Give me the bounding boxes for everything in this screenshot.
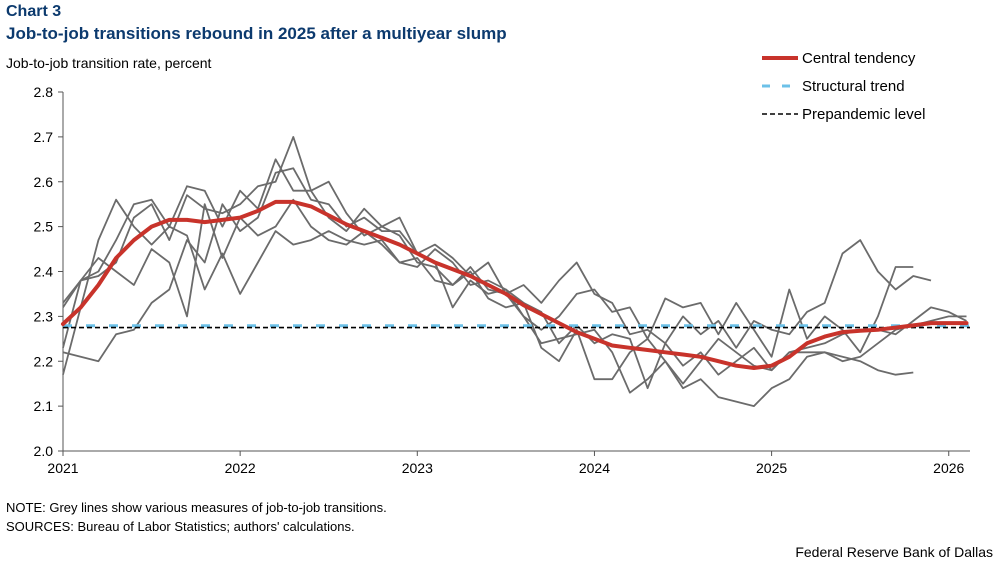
chart-title: Job-to-job transitions rebound in 2025 a… — [6, 24, 507, 43]
x-tick-label: 2025 — [756, 460, 787, 476]
y-tick-label: 2.1 — [34, 398, 54, 414]
chart-number: Chart 3 — [6, 3, 62, 20]
y-tick-label: 2.7 — [34, 129, 54, 145]
y-tick-label: 2.4 — [34, 264, 54, 280]
publisher-credit: Federal Reserve Bank of Dallas — [795, 544, 993, 560]
x-tick-label: 2024 — [579, 460, 610, 476]
x-tick-label: 2023 — [402, 460, 433, 476]
y-tick-label: 2.3 — [34, 308, 54, 324]
legend-label-structural: Structural trend — [802, 78, 905, 95]
central-tendency-line — [61, 199, 969, 370]
y-tick-label: 2.5 — [34, 219, 54, 235]
y-tick-label: 2.8 — [34, 84, 54, 100]
grey-measure-line — [62, 198, 967, 408]
y-tick-label: 2.2 — [34, 353, 54, 369]
legend-label-prepandemic: Prepandemic level — [802, 106, 925, 123]
legend-label-central: Central tendency — [802, 50, 916, 67]
grey-measure-line — [62, 158, 914, 358]
grey-measure-line — [62, 135, 932, 349]
chart-sources: SOURCES: Bureau of Labor Statistics; aut… — [6, 519, 355, 534]
grey-measure-line — [62, 198, 914, 385]
y-tick-label: 2.0 — [34, 443, 54, 459]
y-tick-label: 2.6 — [34, 174, 54, 190]
x-tick-label: 2026 — [933, 460, 964, 476]
x-tick-label: 2022 — [225, 460, 256, 476]
x-tick-label: 2021 — [47, 460, 78, 476]
y-axis-label: Job-to-job transition rate, percent — [6, 55, 212, 71]
chart-note: NOTE: Grey lines show various measures o… — [6, 500, 387, 515]
